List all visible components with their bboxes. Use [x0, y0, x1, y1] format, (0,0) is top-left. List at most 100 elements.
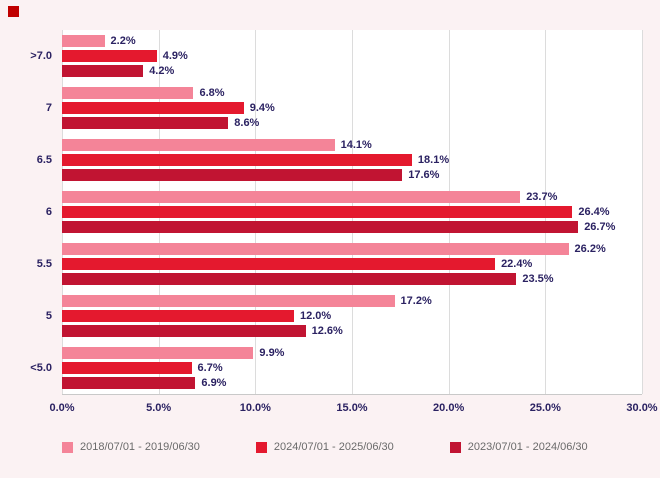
bar-group: 9.9% 6.7% 6.9% — [62, 342, 642, 394]
grouped-bar-chart: >7.0 7 6.5 6 5.5 5 <5.0 2.2% 4.9% 4.2% 6.8% 9.4% 8.… — [20, 30, 658, 453]
bar-group: 14.1% 18.1% 17.6% — [62, 134, 642, 186]
x-axis: 0.0% 5.0% 10.0% 15.0% 20.0% 25.0% 30.0% — [49, 395, 657, 419]
bar-group: 26.2% 22.4% 23.5% — [62, 238, 642, 290]
bar-value-label: 4.2% — [149, 65, 175, 77]
bar-row: 4.9% — [62, 50, 642, 62]
bar-value-label: 17.6% — [408, 169, 440, 181]
bar — [62, 169, 403, 181]
legend-label: 2018/07/01 - 2019/06/30 — [80, 441, 200, 453]
bar-value-label: 6.7% — [197, 362, 223, 374]
category-label: 6 — [45, 206, 52, 218]
legend-item: 2023/07/01 - 2024/06/30 — [449, 441, 588, 453]
bar — [62, 50, 157, 62]
bar-value-label: 23.5% — [522, 273, 554, 285]
bar-value-label: 22.4% — [501, 258, 533, 270]
bar-group: 23.7% 26.4% 26.7% — [62, 186, 642, 238]
bar — [62, 102, 244, 114]
bar-value-label: 2.2% — [110, 35, 136, 47]
bar — [62, 243, 569, 255]
legend: 2018/07/01 - 2019/06/30 2024/07/01 - 2025… — [20, 441, 642, 453]
legend-label: 2023/07/01 - 2024/06/30 — [467, 441, 588, 453]
x-tick-label: 25.0% — [529, 402, 561, 414]
bar — [62, 362, 192, 374]
bar-value-label: 6.8% — [199, 87, 225, 99]
bar-value-label: 6.9% — [201, 377, 227, 389]
bar-row: 4.2% — [62, 65, 642, 77]
legend-item: 2018/07/01 - 2019/06/30 — [62, 441, 200, 453]
bar-value-label: 14.1% — [340, 139, 372, 151]
bar-row: 23.5% — [62, 273, 642, 285]
bar-row: 18.1% — [62, 154, 642, 166]
legend-swatch-icon — [255, 441, 267, 453]
bar — [62, 154, 412, 166]
bar-group: 6.8% 9.4% 8.6% — [62, 82, 642, 134]
x-tick-label: 5.0% — [146, 402, 172, 414]
bar-value-label: 17.2% — [400, 295, 432, 307]
bar-row: 26.2% — [62, 243, 642, 255]
bar-row: 14.1% — [62, 139, 642, 151]
bar-row: 12.6% — [62, 325, 642, 337]
legend-item: 2024/07/01 - 2025/06/30 — [255, 441, 394, 453]
bar-row: 8.6% — [62, 117, 642, 129]
category-label: 5 — [45, 310, 52, 322]
gridline — [642, 30, 643, 394]
bar-value-label: 9.9% — [259, 347, 285, 359]
x-tick-label: 10.0% — [239, 402, 271, 414]
bar-row: 6.7% — [62, 362, 642, 374]
bar — [62, 273, 517, 285]
bar-value-label: 26.4% — [578, 206, 610, 218]
bar-value-label: 12.0% — [300, 310, 332, 322]
y-axis: >7.0 7 6.5 6 5.5 5 <5.0 — [20, 30, 62, 395]
bar-row: 6.9% — [62, 377, 642, 389]
chart-body: >7.0 7 6.5 6 5.5 5 <5.0 2.2% 4.9% 4.2% 6.8% 9.4% 8.… — [20, 30, 643, 395]
bar-value-label: 26.7% — [584, 221, 616, 233]
bar-group: 17.2% 12.0% 12.6% — [62, 290, 642, 342]
bar — [62, 191, 521, 203]
bar-value-label: 23.7% — [526, 191, 558, 203]
legend-swatch-icon — [62, 441, 73, 453]
bar-value-label: 26.2% — [574, 243, 606, 255]
bar — [62, 35, 105, 47]
x-tick-label: 20.0% — [433, 402, 465, 414]
x-tick-label: 30.0% — [626, 402, 658, 414]
bar-row: 22.4% — [62, 258, 642, 270]
bar-row: 9.9% — [62, 347, 642, 359]
bar-row: 26.4% — [62, 206, 642, 218]
bar — [62, 258, 496, 270]
x-tick-label: 0.0% — [49, 402, 75, 414]
bar — [62, 325, 306, 337]
bar-row: 17.2% — [62, 295, 642, 307]
bar-value-label: 9.4% — [249, 102, 275, 114]
bar-row: 26.7% — [62, 221, 642, 233]
bar — [62, 310, 294, 322]
category-label: <5.0 — [30, 362, 52, 374]
bar-row: 6.8% — [62, 87, 642, 99]
bar — [62, 295, 395, 307]
bar-value-label: 12.6% — [311, 325, 343, 337]
bar — [62, 117, 229, 129]
bar-value-label: 4.9% — [162, 50, 188, 62]
plot-area: 2.2% 4.9% 4.2% 6.8% 9.4% 8.6% 14.1% 18.1% 17.6% 2… — [62, 30, 643, 395]
bar — [62, 377, 196, 389]
bar-row: 2.2% — [62, 35, 642, 47]
bar — [62, 206, 573, 218]
x-tick-label: 15.0% — [336, 402, 368, 414]
bar — [62, 347, 254, 359]
legend-swatch-icon — [449, 441, 461, 453]
legend-label: 2024/07/01 - 2025/06/30 — [273, 441, 394, 453]
bar-row: 17.6% — [62, 169, 642, 181]
bar-row: 9.4% — [62, 102, 642, 114]
bar — [62, 221, 579, 233]
bar-value-label: 8.6% — [234, 117, 260, 129]
bar — [62, 87, 194, 99]
bar-row: 23.7% — [62, 191, 642, 203]
corner-marker — [8, 6, 19, 17]
bar-value-label: 18.1% — [417, 154, 450, 166]
bar — [62, 139, 335, 151]
category-label: 6.5 — [36, 154, 52, 166]
bar — [62, 65, 144, 77]
category-label: 7 — [45, 102, 52, 114]
bar-row: 12.0% — [62, 310, 642, 322]
bar-group: 2.2% 4.9% 4.2% — [62, 30, 642, 82]
